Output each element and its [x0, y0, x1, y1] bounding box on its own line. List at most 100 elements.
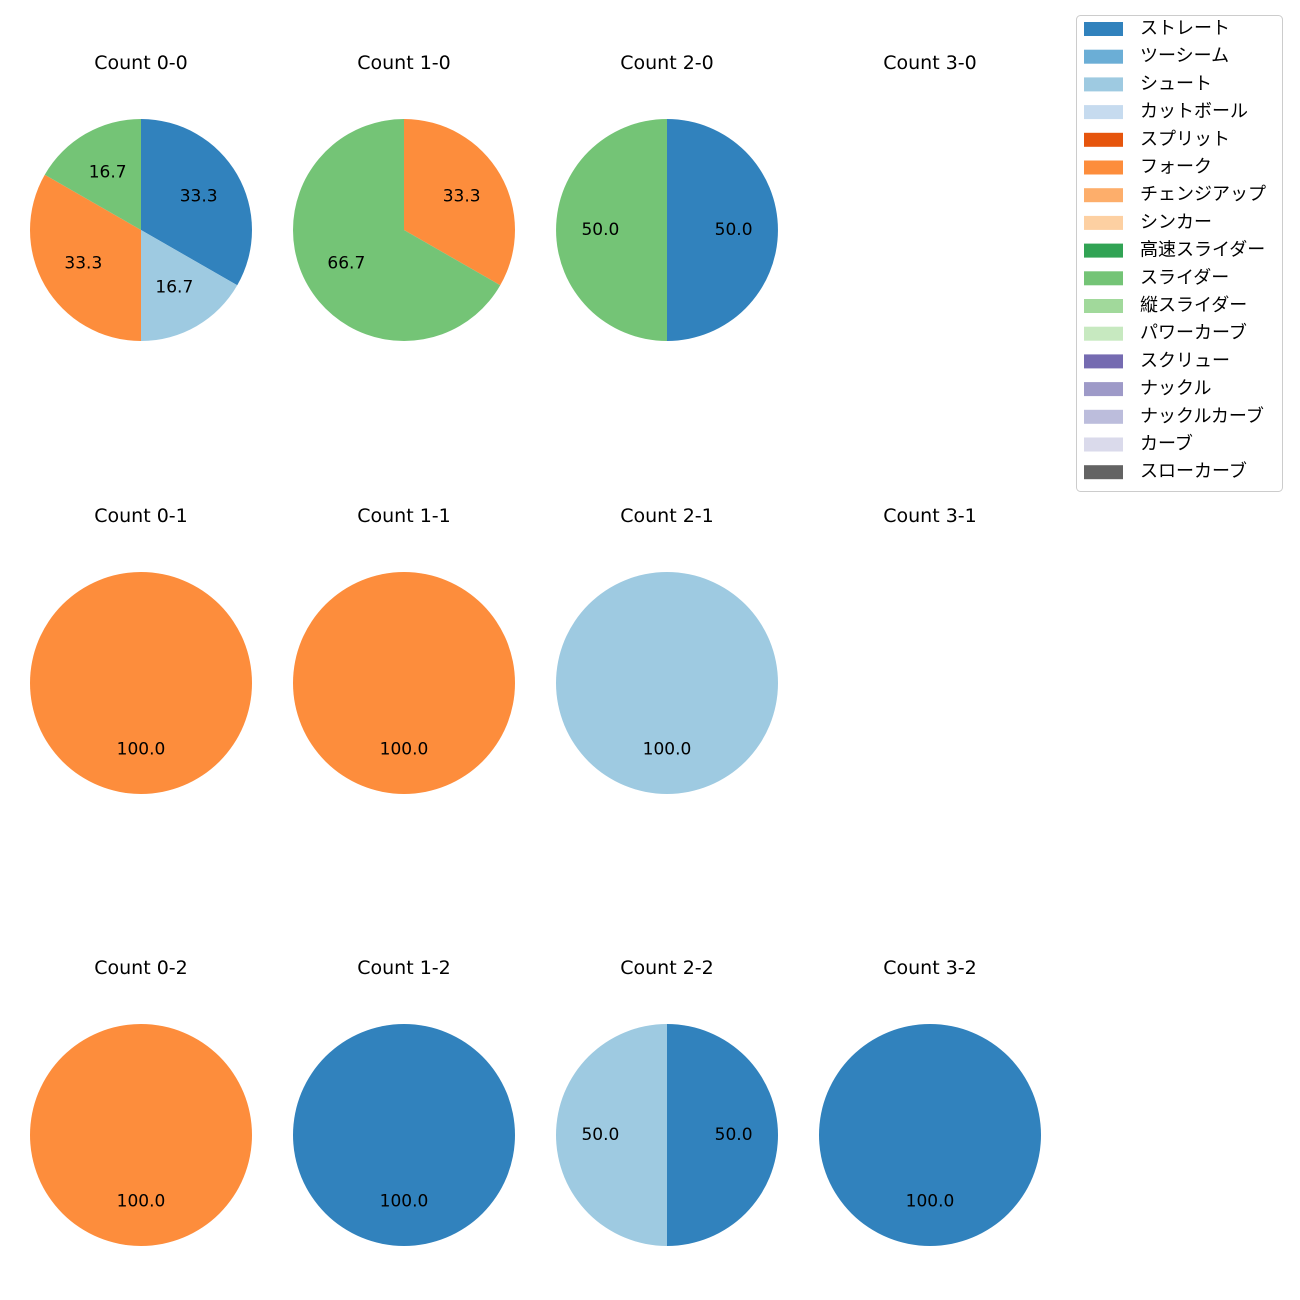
pie-slice-label: 50.0 — [715, 1125, 753, 1145]
legend-label: パワーカーブ — [1140, 322, 1247, 344]
pie-title: Count 3-0 — [883, 52, 977, 74]
pie-slice — [667, 1024, 778, 1246]
pie-slice-label: 16.7 — [89, 162, 127, 182]
legend-swatch — [1084, 326, 1123, 341]
legend-item: 縦スライダー — [1084, 295, 1247, 316]
legend-item: ナックルカーブ — [1084, 405, 1264, 427]
legend-item: ストレート — [1084, 18, 1230, 39]
legend-swatch — [1084, 105, 1123, 120]
pie-panel: Count 3-1 — [883, 505, 977, 527]
legend-swatch — [1084, 354, 1123, 369]
legend-swatch — [1084, 299, 1123, 313]
legend-item: スプリット — [1084, 129, 1230, 150]
pie-slice-label: 66.7 — [327, 253, 365, 273]
legend-swatch — [1084, 409, 1123, 424]
legend-label: スローカーブ — [1140, 460, 1247, 482]
pie-panel: Count 3-0 — [883, 52, 977, 74]
pie-slice-label: 100.0 — [380, 740, 429, 760]
legend-label: ナックルカーブ — [1140, 405, 1264, 427]
legend-label: 縦スライダー — [1140, 295, 1247, 316]
legend-item: カーブ — [1084, 433, 1193, 455]
pie-slice — [141, 230, 238, 341]
pie-slice-label: 50.0 — [715, 220, 753, 240]
legend-swatch — [1084, 132, 1123, 147]
pie-panel: Count 3-2 100.0 — [819, 957, 1041, 1246]
legend-label: ナックル — [1140, 378, 1211, 399]
legend-label: ストレート — [1140, 18, 1230, 39]
pie-slice — [30, 1024, 252, 1246]
pie-slice — [819, 1024, 1041, 1246]
pie-slice-label: 33.3 — [64, 253, 102, 273]
pie-slice-label: 100.0 — [117, 1192, 166, 1212]
legend-frame — [1076, 15, 1283, 492]
pie-slice — [556, 1024, 667, 1246]
pie-panel: Count 0-0 33.3 16.7 33.3 16.7 — [29, 52, 252, 341]
pie-title: Count 3-1 — [883, 505, 977, 527]
pie-slice — [556, 119, 667, 341]
legend-swatch — [1084, 49, 1123, 64]
pie-slice — [556, 572, 778, 794]
pie-title: Count 3-2 — [883, 957, 977, 979]
pie-panel: Count 2-0 50.0 50.0 — [556, 52, 778, 341]
legend-item: チェンジアップ — [1084, 184, 1266, 205]
legend-label: チェンジアップ — [1140, 184, 1266, 205]
pie-title: Count 0-2 — [94, 957, 188, 979]
legend-label: カーブ — [1140, 433, 1193, 455]
pie-title: Count 2-2 — [620, 957, 714, 979]
legend-item: ツーシーム — [1084, 46, 1229, 67]
pie-title: Count 0-0 — [94, 52, 188, 74]
pie-title: Count 1-2 — [357, 957, 451, 979]
pie-panel: Count 0-2 100.0 — [30, 957, 252, 1246]
pie-slice-label: 50.0 — [581, 1125, 619, 1145]
legend-item: パワーカーブ — [1084, 322, 1247, 344]
legend-swatch — [1084, 382, 1123, 397]
legend: ストレートツーシームシュートカットボールスプリットフォークチェンジアップシンカー… — [1076, 15, 1283, 492]
pie-panel: Count 1-0 33.3 66.7 — [293, 52, 515, 341]
legend-label: カットボール — [1140, 101, 1248, 122]
pie-panel: Count 0-1 100.0 — [30, 505, 252, 794]
pie-slice — [667, 119, 778, 341]
legend-label: ツーシーム — [1140, 46, 1229, 67]
legend-item: スクリュー — [1084, 350, 1230, 371]
pie-title: Count 1-1 — [357, 505, 451, 527]
pie-slice-label: 100.0 — [380, 1192, 429, 1212]
legend-swatch — [1084, 465, 1123, 480]
legend-item: スローカーブ — [1084, 460, 1247, 482]
legend-item: ナックル — [1084, 378, 1211, 399]
pie-panel: Count 1-2 100.0 — [293, 957, 515, 1246]
pie-panel: Count 1-1 100.0 — [293, 505, 515, 794]
pie-slice — [404, 119, 515, 286]
legend-item: フォーク — [1084, 157, 1212, 178]
pie-title: Count 1-0 — [357, 52, 451, 74]
legend-item: シンカー — [1084, 212, 1212, 233]
legend-label: 高速スライダー — [1140, 240, 1265, 261]
legend-item: 高速スライダー — [1084, 240, 1265, 261]
pie-slice — [30, 572, 252, 794]
legend-item: スライダー — [1084, 267, 1229, 288]
pie-panel: Count 2-2 50.0 50.0 — [556, 957, 778, 1246]
legend-swatch — [1084, 243, 1123, 258]
pie-slice-label: 100.0 — [117, 740, 166, 760]
legend-label: スプリット — [1140, 129, 1230, 150]
pie-title: Count 2-1 — [620, 505, 714, 527]
legend-label: フォーク — [1140, 157, 1212, 178]
legend-swatch — [1084, 77, 1123, 92]
legend-swatch — [1084, 215, 1123, 230]
pie-slice-label: 100.0 — [643, 740, 692, 760]
legend-label: シンカー — [1140, 212, 1212, 233]
legend-label: シュート — [1140, 73, 1212, 94]
pie-slice-label: 100.0 — [906, 1192, 955, 1212]
pie-slice — [293, 572, 515, 794]
pie-slice — [44, 119, 141, 230]
legend-item: シュート — [1084, 73, 1212, 94]
legend-swatch — [1084, 22, 1123, 36]
pie-slice — [293, 1024, 515, 1246]
legend-label: スライダー — [1140, 267, 1229, 288]
pie-title: Count 2-0 — [620, 52, 714, 74]
pie-slice-label: 50.0 — [581, 220, 619, 240]
legend-swatch — [1084, 271, 1123, 286]
pie-slice-label: 16.7 — [155, 278, 193, 298]
pie-slice — [141, 119, 252, 286]
pie-slice-label: 33.3 — [180, 187, 218, 207]
